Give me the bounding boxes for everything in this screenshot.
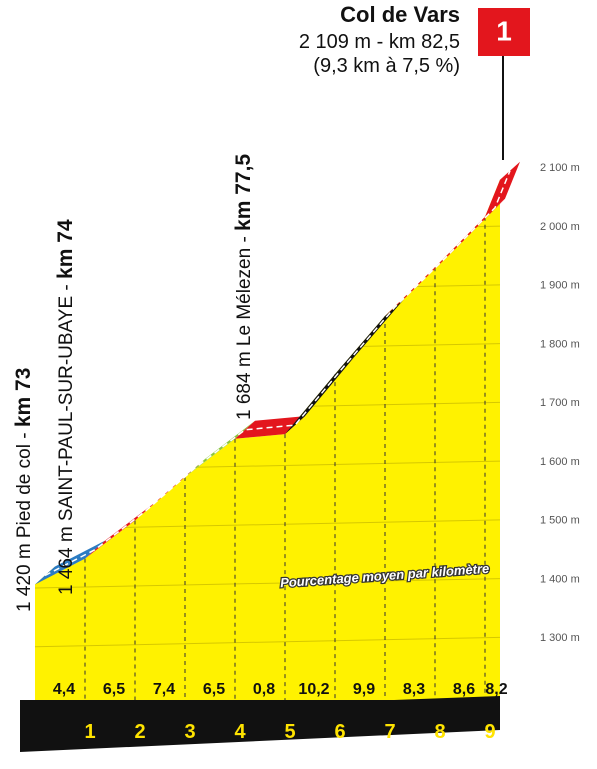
km-label: 1 <box>84 721 95 743</box>
y-tick-label: 2 000 m <box>540 221 580 233</box>
gradient-label: 6,5 <box>203 681 225 698</box>
y-tick-label: 1 500 m <box>540 515 580 527</box>
summit-altitude: 2 109 m - km 82,5 <box>299 31 460 53</box>
grid-line <box>35 225 500 237</box>
km-label: 7 <box>384 721 395 743</box>
y-tick-label: 1 600 m <box>540 456 580 468</box>
annotation-km: km 74 <box>54 219 77 279</box>
grid-line <box>35 577 500 589</box>
gradient-label: 0,8 <box>253 681 275 698</box>
flag-number: 1 <box>496 15 512 46</box>
km-label: 6 <box>334 721 345 743</box>
annotation: 1 420 m Pied de col - km 73 <box>12 368 35 612</box>
summit-title: Col de Vars <box>340 2 460 27</box>
annotation-text: 1 420 m Pied de col - <box>14 427 35 612</box>
gradient-segment <box>35 540 105 585</box>
annotation-text: 1 464 m SAINT-PAUL-SUR-UBAYE - <box>56 279 77 595</box>
km-label: 2 <box>134 721 145 743</box>
km-label: 4 <box>234 721 246 743</box>
km-label: 9 <box>484 721 495 743</box>
gradient-label: 9,9 <box>353 681 375 698</box>
km-label: 5 <box>284 721 295 743</box>
y-tick-label: 1 900 m <box>540 280 580 292</box>
grid-line <box>20 167 520 177</box>
annotation: 1 464 m SAINT-PAUL-SUR-UBAYE - km 74 <box>54 219 77 595</box>
km-band-top <box>20 700 500 714</box>
annotation: 1 684 m Le Mélezen - km 77,5 <box>232 154 255 420</box>
gradient-segment <box>285 356 355 435</box>
gradient-label: 10,2 <box>298 681 329 698</box>
y-tick-label: 1 300 m <box>540 632 580 644</box>
annotation-text: 1 684 m Le Mélezen - <box>234 231 255 420</box>
gradient-label: 6,5 <box>103 681 125 698</box>
profile-body <box>35 179 500 700</box>
y-tick-label: 1 700 m <box>540 397 580 409</box>
gradient-label: 4,4 <box>53 681 75 698</box>
annotation-km: km 77,5 <box>232 154 255 231</box>
km-label: 8 <box>434 721 445 743</box>
gradient-label: 8,2 <box>485 681 507 698</box>
y-tick-label: 1 800 m <box>540 338 580 350</box>
gradient-label: 7,4 <box>153 681 175 698</box>
km-label: 3 <box>184 721 195 743</box>
y-tick-label: 1 400 m <box>540 573 580 585</box>
grid-line <box>35 636 500 648</box>
flag <box>478 8 530 56</box>
annotation-km: km 73 <box>12 368 35 428</box>
y-tick-label: 2 100 m <box>540 162 580 174</box>
gradient-label: 8,6 <box>453 681 475 698</box>
summit-note: (9,3 km à 7,5 %) <box>313 55 460 77</box>
gradient-label: 8,3 <box>403 681 425 698</box>
